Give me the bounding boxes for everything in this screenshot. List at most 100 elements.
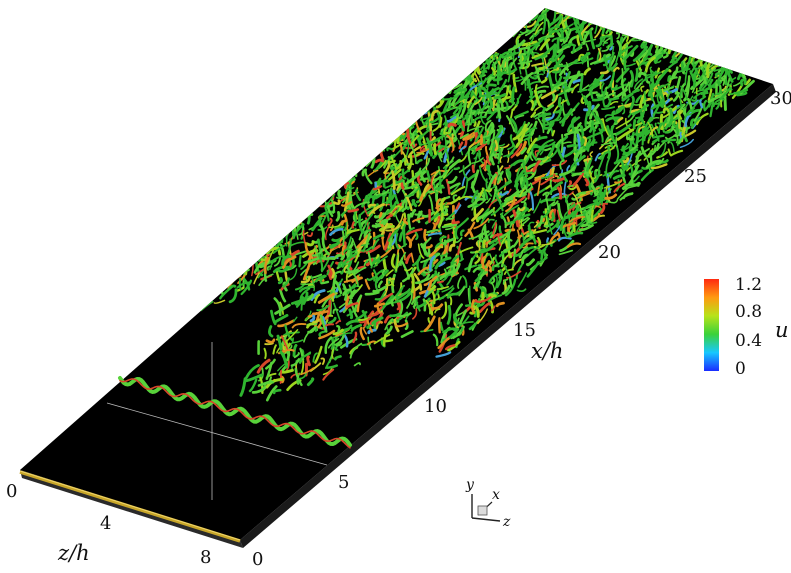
vortex-filament	[282, 231, 283, 242]
vortex-filament	[556, 8, 570, 13]
vortex-filament	[352, 222, 353, 228]
vortex-filament	[287, 229, 288, 246]
vortex-filament	[304, 209, 305, 215]
vortex-filament	[614, 16, 629, 22]
vortex-filament	[299, 209, 300, 224]
vortex-filament	[391, 239, 392, 249]
vortex-filament	[585, 168, 586, 174]
vortex-filament	[543, 0, 555, 4]
vortex-filament	[591, 10, 604, 23]
vortex-filament	[536, 2, 538, 12]
vortex-filament	[483, 46, 485, 57]
vortex-filament	[656, 31, 658, 38]
colorbar-tick-1.2: 1.2	[735, 275, 762, 295]
vortex-filament	[724, 60, 738, 66]
vortex-filament	[568, 145, 574, 146]
vortex-filament	[484, 241, 485, 247]
vortex-filament	[687, 53, 691, 55]
vortex-filament	[728, 62, 739, 67]
vortex-filament	[358, 158, 361, 164]
vortex-filament	[510, 26, 512, 34]
vortex-filament	[612, 126, 614, 138]
vortex-filament	[718, 58, 721, 67]
x-tick-30: 30	[770, 88, 791, 109]
vortex-filament	[335, 181, 336, 186]
vortex-filament	[581, 76, 583, 90]
vortex-filament	[481, 249, 486, 250]
vortex-filament	[639, 33, 644, 36]
x-tick-15: 15	[513, 320, 536, 341]
x-tick-25: 25	[684, 166, 707, 187]
vortex-filament	[417, 104, 422, 117]
vortex-filament	[512, 16, 513, 33]
vortex-filament	[384, 260, 385, 269]
colorbar-tick-0: 0	[735, 359, 746, 379]
vortex-filament	[579, 6, 590, 17]
colorbar-variable-label: u	[775, 318, 789, 342]
vortex-filament	[714, 54, 715, 65]
vortex-filament	[547, 0, 548, 6]
axis-triad: y x z	[465, 477, 511, 530]
vortex-filament	[591, 7, 595, 24]
vortex-filament	[210, 296, 211, 302]
vortex-filament	[593, 8, 597, 25]
vortex-filament	[636, 69, 637, 80]
vortex-filament	[427, 85, 429, 102]
vortex-filament	[640, 36, 649, 39]
vortex-filament	[336, 295, 340, 297]
vortex-filament	[619, 13, 623, 28]
vortex-filament	[498, 106, 500, 118]
vortex-filament	[376, 183, 377, 188]
vortex-filament	[311, 206, 317, 210]
vortex-filament	[546, 3, 548, 8]
vortex-filament	[603, 18, 613, 27]
vortex-filament	[640, 25, 650, 40]
vortex-filament	[697, 88, 698, 94]
vortex-filament	[617, 21, 625, 34]
vortex-filament	[562, 135, 563, 152]
vortex-filament	[644, 36, 659, 42]
vortex-filament	[513, 88, 515, 103]
vortex-filament	[720, 56, 729, 58]
vortex-filament	[531, 232, 533, 237]
vortex-filament	[222, 271, 225, 286]
vortex-filament	[239, 265, 245, 267]
vortex-filament	[553, 93, 554, 100]
vortex-filament	[577, 6, 579, 24]
vortex-filament	[586, 180, 588, 185]
vortex-filament	[385, 340, 392, 341]
vortex-filament	[623, 147, 625, 153]
vortex-filament	[489, 50, 492, 60]
vortex-filament	[480, 60, 484, 63]
colorbar-tick-0.4: 0.4	[735, 331, 762, 351]
vortex-filament	[473, 166, 474, 172]
vortex-filament	[430, 91, 431, 107]
vortex-filament	[396, 119, 398, 135]
vortex-filament	[614, 24, 620, 25]
vortex-filament	[647, 35, 648, 41]
colorbar-gradient	[704, 279, 719, 371]
vortex-filament	[455, 168, 459, 169]
vortex-filament	[441, 323, 443, 330]
vortex-filament	[438, 281, 443, 282]
vortex-filament	[293, 218, 294, 235]
x-tick-0: 0	[252, 549, 263, 568]
vortex-filament	[561, 0, 567, 12]
vortex-filament	[634, 120, 635, 128]
vortex-filament	[702, 56, 703, 61]
x-axis-label: x/h	[531, 339, 563, 363]
vortex-filament	[398, 135, 399, 143]
vortex-filament	[743, 72, 745, 77]
vortex-filament	[637, 18, 639, 30]
vortex-filament	[257, 241, 264, 255]
vortex-filament	[538, 91, 545, 93]
vortex-filament	[559, 98, 560, 106]
vortex-filament	[376, 160, 383, 162]
vortex-filament	[674, 43, 681, 49]
vortex-filament	[268, 240, 275, 247]
z-tick-0: 0	[6, 481, 17, 502]
triad-x-label: x	[492, 487, 500, 503]
vortex-filament	[594, 13, 595, 18]
vortex-filament	[607, 11, 620, 23]
